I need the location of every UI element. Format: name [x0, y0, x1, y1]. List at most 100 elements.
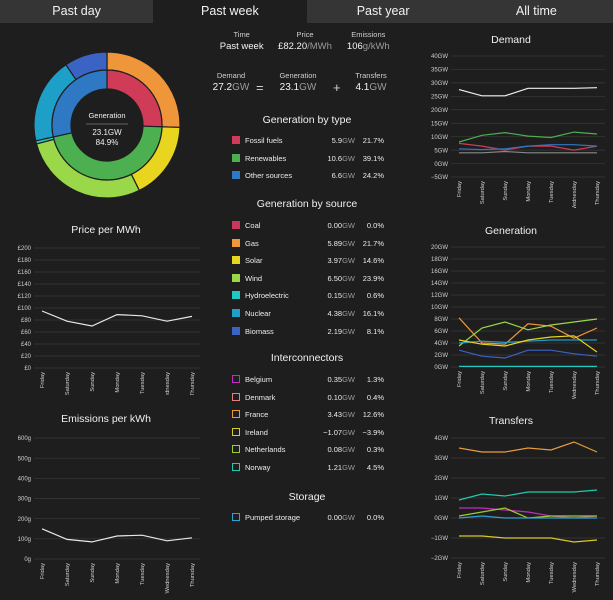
- row-pct: 39.1%: [362, 153, 384, 163]
- generation-unit: GW: [299, 82, 317, 93]
- generation-block: Generation 23.1GW: [270, 71, 326, 93]
- series-line-3: [458, 144, 598, 151]
- x-tick-label: Saturday: [480, 562, 486, 585]
- series-line-2: [458, 339, 597, 344]
- y-tick-label: 14GW: [431, 281, 448, 287]
- storage-title: Storage: [288, 491, 326, 503]
- row-value: 0.00GW: [327, 513, 355, 522]
- row-value-number: −1.07: [323, 427, 343, 437]
- row-pct: 21.7%: [362, 238, 384, 248]
- x-tick-label: Sunday: [503, 371, 509, 391]
- row-pct: 1.3%: [366, 375, 384, 384]
- period-tabs: Past day Past week Past year All time: [0, 0, 613, 23]
- y-tick-label: 0GW: [434, 365, 448, 371]
- x-tick-label: Tuesday: [140, 372, 146, 394]
- x-tick-label: Saturday: [480, 181, 486, 204]
- row-fossil-fuels: Fossil fuels 5.9GW 21.7%: [232, 134, 412, 152]
- row-value-number: 0.00: [327, 513, 343, 522]
- demand-unit: GW: [232, 82, 250, 93]
- row-pct: 14.6%: [362, 256, 384, 266]
- y-tick-label: £180: [18, 258, 32, 264]
- chart-title: Transfers: [489, 415, 533, 427]
- row-other-sources: Other sources 6.6GW 24.2%: [232, 169, 412, 187]
- y-tick-label: 40GW: [431, 54, 448, 60]
- x-tick-label: Thursday: [190, 372, 196, 395]
- x-tick-label: Saturday: [65, 563, 71, 586]
- y-tick-label: 2GW: [434, 353, 448, 359]
- x-tick-label: Sunday: [503, 181, 509, 201]
- legend-swatch: [232, 326, 240, 335]
- row-pct: 12.6%: [362, 410, 384, 420]
- summary-header: Time Past week Price £82.20/MWh Emission…: [210, 30, 400, 52]
- row-value: 0.08GW: [327, 445, 355, 454]
- y-tick-label: 0g: [24, 557, 31, 563]
- y-tick-label: 15GW: [431, 121, 448, 127]
- legend-swatch: [232, 445, 240, 454]
- x-tick-label: Friday: [457, 181, 463, 197]
- row-biomass: Biomass 2.19GW 8.1%: [232, 325, 412, 343]
- row-label: Gas: [245, 238, 259, 248]
- row-france: France 3.43GW 12.6%: [232, 408, 412, 426]
- price-unit: /MWh: [307, 41, 332, 52]
- tab-all-time[interactable]: All time: [459, 0, 613, 23]
- row-value-number: 5.9: [331, 136, 343, 145]
- summary-price: Price £82.20/MWh: [273, 30, 336, 52]
- row-label: Other sources: [245, 171, 293, 181]
- donut-center-title: Generation: [88, 111, 125, 120]
- row-pct: 21.7%: [362, 136, 384, 145]
- row-pct: 0.0%: [366, 221, 384, 230]
- row-value-unit: GW: [342, 308, 355, 318]
- x-tick-label: Wednesday: [165, 563, 171, 594]
- legend-swatch: [232, 410, 240, 419]
- x-tick-label: Wednesday: [572, 562, 578, 593]
- series-line-4: [459, 150, 597, 154]
- y-tick-label: 300g: [18, 497, 31, 503]
- row-value-number: 5.89: [327, 238, 343, 248]
- plus-sign: +: [333, 80, 341, 95]
- row-gas: Gas 5.89GW 21.7%: [232, 237, 412, 255]
- generation-donut-chart: Generation 23.1GW 84.9%: [34, 52, 180, 198]
- row-value-unit: GW: [342, 238, 355, 248]
- x-tick-label: Friday: [40, 563, 46, 579]
- chart-title: Generation: [485, 225, 537, 237]
- tab-past-day[interactable]: Past day: [0, 0, 154, 23]
- generation-by-source-title: Generation by source: [256, 198, 358, 210]
- y-tick-label: £40: [21, 342, 32, 348]
- row-label: Norway: [245, 462, 271, 472]
- x-tick-label: Wednesday: [165, 372, 171, 395]
- row-value-unit: GW: [342, 462, 355, 472]
- row-value-unit: GW: [342, 427, 355, 437]
- y-tick-label: £160: [18, 270, 32, 276]
- y-tick-label: £0: [24, 366, 31, 372]
- price-label: Price: [296, 30, 314, 39]
- row-label: Biomass: [245, 326, 274, 336]
- x-tick-label: Sunday: [90, 563, 96, 583]
- legend-swatch: [232, 308, 240, 317]
- y-tick-label: 600g: [18, 436, 31, 442]
- x-tick-label: Friday: [457, 371, 463, 387]
- row-value-unit: GW: [342, 392, 355, 402]
- row-label: Netherlands: [245, 445, 286, 455]
- y-tick-label: −2GW: [431, 556, 449, 562]
- y-tick-label: 10GW: [431, 135, 448, 141]
- tab-past-year[interactable]: Past year: [306, 0, 460, 23]
- row-coal: Coal 0.00GW 0.0%: [232, 219, 412, 237]
- time-label: Time: [233, 30, 250, 39]
- tab-past-week[interactable]: Past week: [153, 0, 307, 23]
- row-value-unit: GW: [342, 221, 355, 230]
- row-label: Coal: [245, 221, 261, 230]
- x-tick-label: Tuesday: [549, 371, 555, 393]
- chart-title: Demand: [491, 34, 531, 46]
- series-line-4: [458, 335, 598, 353]
- row-netherlands: Netherlands 0.08GW 0.3%: [232, 443, 412, 461]
- row-value-unit: GW: [342, 256, 355, 266]
- series-line-3: [458, 349, 598, 359]
- y-tick-label: 2GW: [434, 476, 448, 482]
- y-tick-label: 20GW: [431, 108, 448, 114]
- y-tick-label: 0GW: [434, 162, 448, 168]
- x-tick-label: Wednesday: [572, 181, 578, 208]
- y-tick-label: 3GW: [434, 456, 448, 462]
- row-pct: −3.9%: [362, 427, 384, 437]
- row-value-number: 1.21: [327, 462, 343, 472]
- y-tick-label: £60: [21, 330, 32, 336]
